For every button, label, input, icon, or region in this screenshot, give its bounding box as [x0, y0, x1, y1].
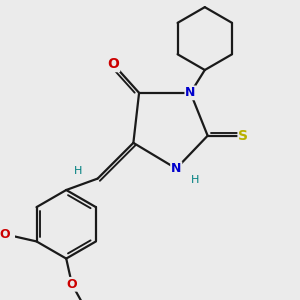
Text: S: S: [238, 129, 248, 143]
Text: N: N: [171, 162, 181, 175]
Text: O: O: [67, 278, 77, 291]
Text: O: O: [0, 228, 11, 241]
Text: O: O: [107, 57, 119, 71]
Text: N: N: [185, 86, 196, 99]
Text: H: H: [74, 167, 82, 176]
Text: H: H: [190, 175, 199, 185]
